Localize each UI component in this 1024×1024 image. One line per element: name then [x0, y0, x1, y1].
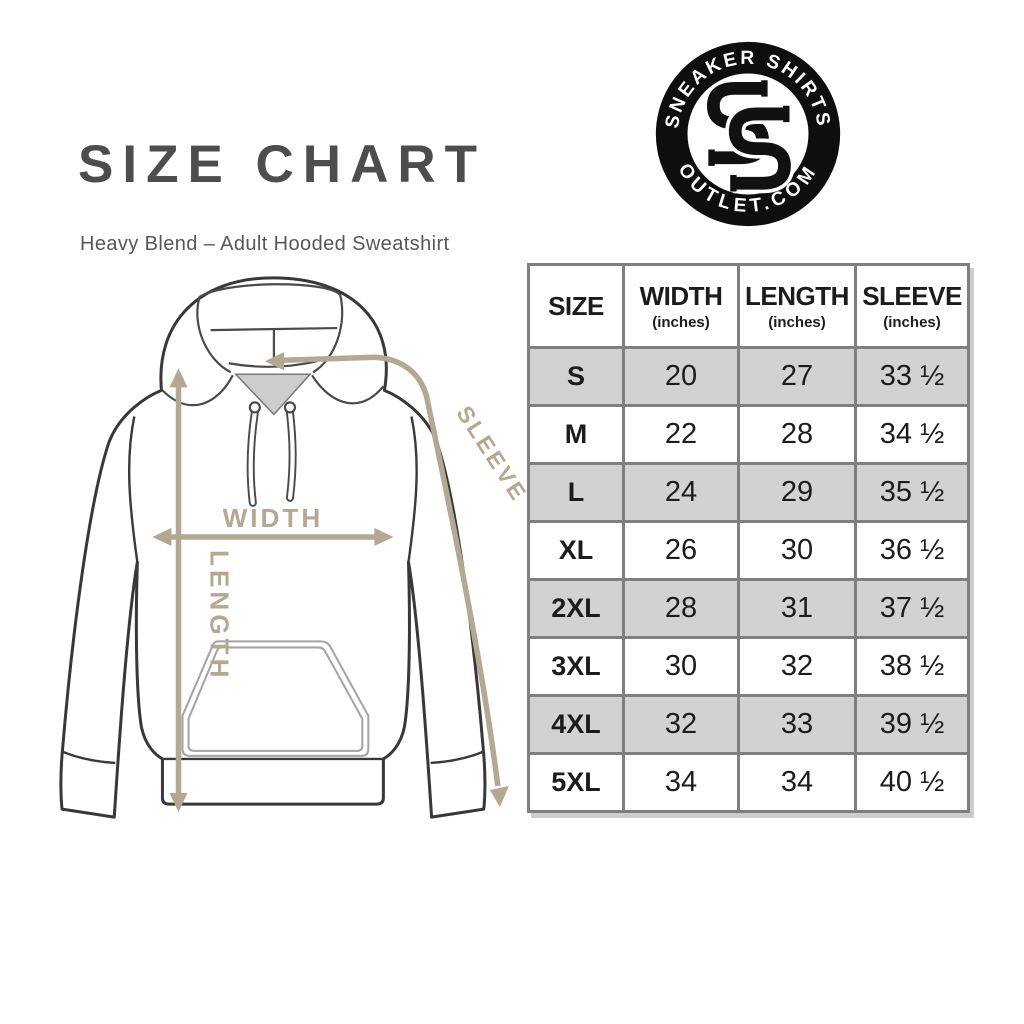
col-header-width: WIDTH (inches): [625, 266, 737, 346]
cell-width: 30: [625, 639, 737, 694]
cell-width: 28: [625, 581, 737, 636]
size-table: SIZE WIDTH (inches) LENGTH (inches) SLEE…: [527, 263, 970, 813]
length-arrow: [169, 368, 188, 813]
page-title: SIZE CHART: [78, 135, 486, 194]
cell-sleeve: 39 ½: [857, 697, 967, 752]
cell-size: M: [530, 407, 622, 462]
cell-length: 30: [740, 523, 854, 578]
cell-length: 28: [740, 407, 854, 462]
cell-size: 4XL: [530, 697, 622, 752]
sleeve-arrow: [264, 352, 509, 808]
page-subtitle: Heavy Blend – Adult Hooded Sweatshirt: [80, 233, 450, 255]
cell-size: 2XL: [530, 581, 622, 636]
cell-sleeve: 35 ½: [857, 465, 967, 520]
cell-width: 34: [625, 755, 737, 810]
hoodie-outline: [59, 276, 487, 819]
drawstrings: [246, 401, 297, 507]
width-label: WIDTH: [223, 503, 324, 533]
hood-neck-panel: [233, 373, 312, 416]
grommet-left: [248, 401, 261, 414]
cell-length: 32: [740, 639, 854, 694]
measure-arrows: [152, 352, 509, 813]
cell-length: 27: [740, 349, 854, 404]
col-header-size: SIZE: [530, 266, 622, 346]
cell-length: 29: [740, 465, 854, 520]
cell-sleeve: 40 ½: [857, 755, 967, 810]
width-arrow: [152, 527, 394, 547]
cell-width: 22: [625, 407, 737, 462]
cell-length: 33: [740, 697, 854, 752]
cell-length: 34: [740, 755, 854, 810]
brand-logo: SNEAKER SHIRTS OUTLET.COM: [655, 41, 841, 227]
cell-width: 32: [625, 697, 737, 752]
cell-sleeve: 33 ½: [857, 349, 967, 404]
kangaroo-pocket: [181, 640, 370, 757]
sleeve-label: SLEEVE: [451, 401, 530, 507]
cell-size: XL: [530, 523, 622, 578]
hoodie-seam-lines: [62, 416, 484, 765]
logo-ss-monogram-icon: [706, 80, 795, 194]
cell-sleeve: 37 ½: [857, 581, 967, 636]
cell-sleeve: 34 ½: [857, 407, 967, 462]
col-header-length: LENGTH (inches): [740, 266, 854, 346]
hood-interior: [161, 283, 385, 407]
cell-width: 24: [625, 465, 737, 520]
cell-size: 3XL: [530, 639, 622, 694]
grommet-right: [283, 401, 297, 414]
cell-size: 5XL: [530, 755, 622, 810]
cell-width: 26: [625, 523, 737, 578]
cell-sleeve: 38 ½: [857, 639, 967, 694]
cell-size: S: [530, 349, 622, 404]
cell-width: 20: [625, 349, 737, 404]
col-header-sleeve: SLEEVE (inches): [857, 266, 967, 346]
cell-sleeve: 36 ½: [857, 523, 967, 578]
cell-size: L: [530, 465, 622, 520]
length-label: LENGTH: [205, 550, 235, 681]
hoodie-diagram: WIDTH LENGTH SLEEVE: [59, 276, 530, 819]
cell-length: 31: [740, 581, 854, 636]
